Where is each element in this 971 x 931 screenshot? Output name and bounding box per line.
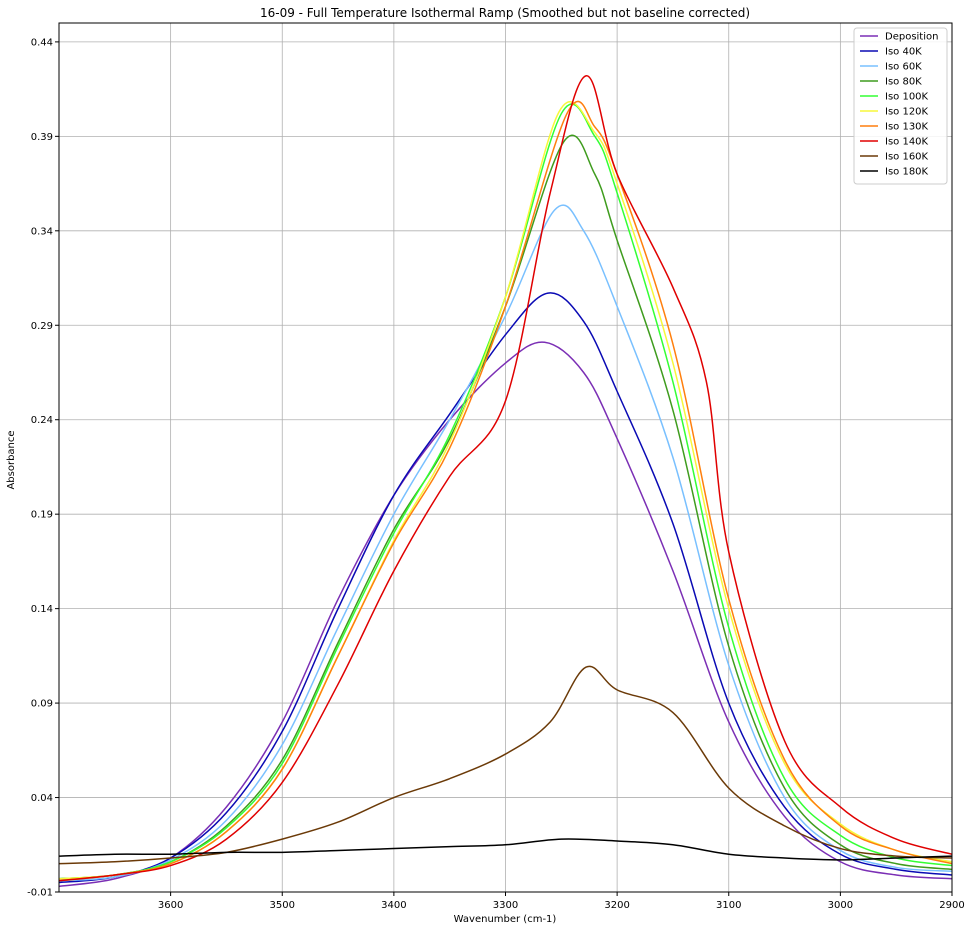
- y-tick-label: 0.14: [31, 604, 53, 615]
- legend-label: Iso 80K: [885, 77, 922, 88]
- series-group: [58, 75, 953, 888]
- series-line-iso-60k: [58, 204, 953, 882]
- gridlines: [59, 23, 953, 893]
- legend-label: Deposition: [885, 32, 938, 43]
- series-line-deposition: [58, 341, 953, 888]
- x-tick-label: 2900: [939, 900, 964, 911]
- x-tick-label: 3600: [158, 900, 183, 911]
- y-tick-label: 0.09: [31, 699, 53, 710]
- series-line-iso-100k: [58, 103, 953, 880]
- legend-label: Iso 130K: [885, 122, 929, 133]
- x-tick-label: 3500: [270, 900, 295, 911]
- legend-label: Iso 160K: [885, 152, 929, 163]
- x-tick-label: 3400: [381, 900, 406, 911]
- legend-label: Iso 100K: [885, 92, 929, 103]
- x-tick-label: 3000: [828, 900, 853, 911]
- y-axis-ticks: -0.01 0.04 0.09 0.14 0.19 0.24 0.29 0.34 0.39 0.4…: [27, 37, 59, 899]
- x-tick-label: 3300: [493, 900, 518, 911]
- x-tick-label: 3100: [716, 900, 741, 911]
- legend-label: Iso 140K: [885, 137, 929, 148]
- legend-label: Iso 40K: [885, 47, 922, 58]
- series-line-iso-130k: [58, 100, 953, 882]
- y-tick-label: 0.04: [31, 793, 53, 804]
- series-line-iso-80k: [58, 134, 953, 880]
- legend-label: Iso 60K: [885, 62, 922, 73]
- legend: Deposition Iso 40K Iso 60K Iso 80K Iso 100K I…: [853, 27, 948, 185]
- y-tick-label: 0.44: [31, 37, 53, 48]
- x-axis-ticks: 3600 3500 3400 3300 3200 3100 3000 2900: [158, 892, 965, 911]
- series-line-iso-180k: [58, 838, 953, 861]
- series-line-iso-140k: [58, 75, 953, 882]
- y-tick-label: 0.39: [31, 132, 53, 143]
- x-tick-label: 3200: [604, 900, 629, 911]
- y-tick-label: 0.24: [31, 415, 53, 426]
- legend-label: Iso 180K: [885, 167, 929, 178]
- y-tick-label: 0.34: [31, 226, 53, 237]
- legend-box: [853, 27, 948, 185]
- chart-title: 16-09 - Full Temperature Isothermal Ramp…: [260, 6, 750, 20]
- y-axis-label: Absorbance: [6, 430, 17, 489]
- y-tick-label: 0.29: [31, 321, 53, 332]
- y-tick-label: 0.19: [31, 510, 53, 521]
- x-axis-label: Wavenumber (cm-1): [454, 914, 557, 925]
- y-tick-label: -0.01: [27, 888, 53, 899]
- legend-label: Iso 120K: [885, 107, 929, 118]
